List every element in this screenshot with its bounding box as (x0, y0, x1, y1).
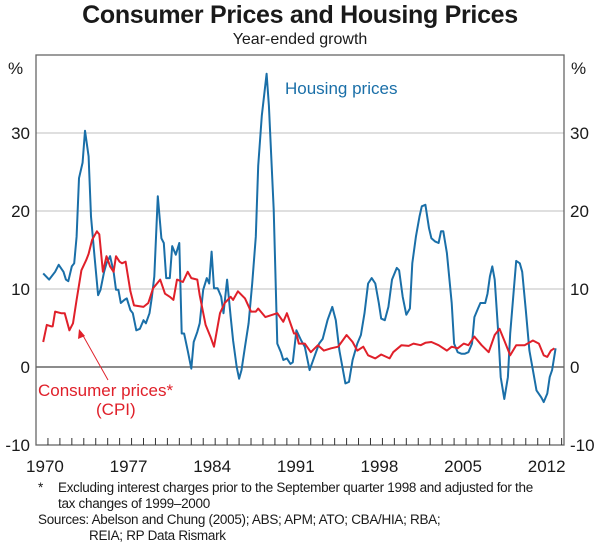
housing-prices-line (42, 72, 557, 404)
consumer-prices-line (42, 230, 555, 360)
x-tick-label: 1984 (193, 457, 231, 476)
footnote-marker: * (38, 480, 43, 495)
footnote-text: Excluding interest charges prior to the … (58, 480, 533, 511)
x-tick-label: 1998 (361, 457, 399, 476)
x-tick-label: 1991 (277, 457, 315, 476)
y-tick-label-right: 20 (570, 202, 589, 221)
y-tick-label-left: -10 (5, 436, 30, 455)
chart-subtitle: Year-ended growth (232, 31, 368, 48)
annotation-arrow-line (80, 331, 109, 381)
y-tick-label-right: 10 (570, 280, 589, 299)
y-tick-label-right: 0 (570, 358, 579, 377)
x-tick-label: 1970 (26, 457, 64, 476)
y-tick-label-left: 20 (11, 202, 30, 221)
y-tick-label-right: 30 (570, 124, 589, 143)
y-axis-unit-right: % (571, 59, 586, 78)
consumer-prices-label: Consumer prices* (38, 381, 173, 400)
sources-text-continued: REIA; RP Data Rismark (89, 528, 226, 543)
plot-area: -10 -10 0 0 10 10 20 20 30 30% % 1970 1977 1984 1991 19… (5, 54, 595, 476)
plot-frame (35, 54, 565, 446)
y-tick-label-left: 10 (11, 280, 30, 299)
x-tick-label: 1977 (110, 457, 148, 476)
x-tick-label: 2005 (444, 457, 482, 476)
y-tick-label-left: 30 (11, 124, 30, 143)
y-axis-unit-left: % (8, 59, 23, 78)
x-tick-label: 2012 (528, 457, 566, 476)
y-tick-label-right: -10 (570, 436, 595, 455)
y-tick-label-left: 0 (21, 358, 30, 377)
housing-prices-label: Housing prices (285, 79, 397, 98)
chart-title: Consumer Prices and Housing Prices (82, 1, 518, 29)
sources-text: Sources: Abelson and Chung (2005); ABS; … (38, 512, 441, 527)
annotation-arrow-head-icon (78, 329, 85, 339)
cpi-label: (CPI) (96, 400, 136, 419)
